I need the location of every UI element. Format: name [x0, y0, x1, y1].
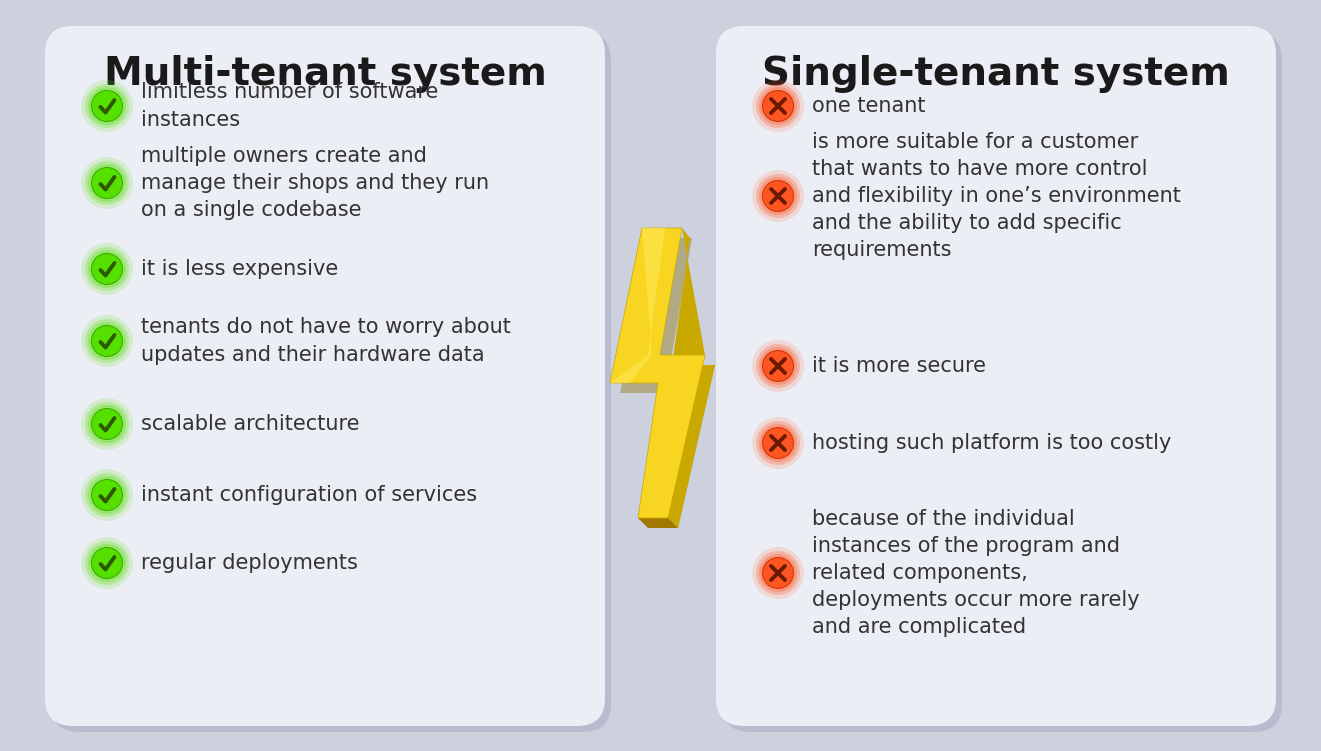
Circle shape	[762, 180, 794, 212]
Circle shape	[760, 177, 797, 215]
Circle shape	[85, 247, 129, 291]
Polygon shape	[610, 228, 664, 383]
Circle shape	[89, 322, 125, 360]
Circle shape	[764, 91, 793, 121]
Text: limitless number of software
instances: limitless number of software instances	[141, 83, 439, 130]
Circle shape	[81, 157, 133, 209]
Circle shape	[91, 325, 123, 357]
Circle shape	[764, 181, 793, 211]
Circle shape	[85, 473, 129, 517]
Circle shape	[89, 87, 125, 125]
Circle shape	[81, 469, 133, 521]
Text: instant configuration of services: instant configuration of services	[141, 485, 477, 505]
Circle shape	[764, 558, 793, 588]
Circle shape	[89, 250, 125, 288]
Circle shape	[752, 80, 804, 132]
Circle shape	[760, 87, 797, 125]
Circle shape	[92, 480, 122, 510]
Circle shape	[92, 254, 122, 284]
Circle shape	[89, 405, 125, 443]
Text: Multi-tenant system: Multi-tenant system	[103, 55, 547, 93]
Text: multiple owners create and
manage their shops and they run
on a single codebase: multiple owners create and manage their …	[141, 146, 489, 220]
Circle shape	[756, 84, 801, 128]
Circle shape	[89, 544, 125, 582]
Circle shape	[89, 476, 125, 514]
Circle shape	[89, 164, 125, 202]
Circle shape	[764, 351, 793, 381]
Circle shape	[85, 84, 129, 128]
Circle shape	[85, 541, 129, 585]
Circle shape	[756, 174, 801, 218]
Circle shape	[81, 398, 133, 450]
Circle shape	[764, 428, 793, 458]
Circle shape	[752, 547, 804, 599]
Circle shape	[756, 421, 801, 465]
Polygon shape	[610, 228, 705, 518]
Circle shape	[760, 424, 797, 462]
Text: it is less expensive: it is less expensive	[141, 259, 338, 279]
Circle shape	[81, 315, 133, 367]
Circle shape	[92, 409, 122, 439]
Circle shape	[92, 168, 122, 198]
Circle shape	[760, 554, 797, 592]
Text: hosting such platform is too costly: hosting such platform is too costly	[812, 433, 1172, 453]
Circle shape	[85, 319, 129, 363]
Circle shape	[81, 243, 133, 295]
FancyBboxPatch shape	[716, 26, 1276, 726]
Circle shape	[91, 253, 123, 285]
Circle shape	[762, 427, 794, 459]
Text: one tenant: one tenant	[812, 96, 926, 116]
Circle shape	[92, 326, 122, 356]
Circle shape	[762, 350, 794, 382]
FancyBboxPatch shape	[723, 32, 1281, 732]
Circle shape	[91, 90, 123, 122]
Text: scalable architecture: scalable architecture	[141, 414, 359, 434]
Circle shape	[91, 167, 123, 199]
Text: tenants do not have to worry about
updates and their hardware data: tenants do not have to worry about updat…	[141, 318, 511, 364]
Circle shape	[85, 402, 129, 446]
Text: because of the individual
instances of the program and
related components,
deplo: because of the individual instances of t…	[812, 508, 1140, 638]
Circle shape	[81, 80, 133, 132]
Circle shape	[762, 90, 794, 122]
Circle shape	[752, 170, 804, 222]
Polygon shape	[638, 518, 678, 528]
Circle shape	[762, 557, 794, 589]
Circle shape	[91, 547, 123, 579]
Circle shape	[760, 347, 797, 385]
Circle shape	[756, 344, 801, 388]
Text: Single-tenant system: Single-tenant system	[762, 55, 1230, 93]
Text: it is more secure: it is more secure	[812, 356, 985, 376]
Circle shape	[85, 161, 129, 205]
FancyBboxPatch shape	[45, 26, 605, 726]
Circle shape	[91, 479, 123, 511]
Circle shape	[756, 551, 801, 595]
Text: regular deployments: regular deployments	[141, 553, 358, 573]
FancyBboxPatch shape	[52, 32, 612, 732]
Polygon shape	[660, 228, 715, 528]
Circle shape	[752, 340, 804, 392]
Circle shape	[92, 91, 122, 121]
Text: is more suitable for a customer
that wants to have more control
and flexibility : is more suitable for a customer that wan…	[812, 131, 1181, 261]
Circle shape	[81, 537, 133, 589]
Polygon shape	[620, 238, 715, 528]
Circle shape	[92, 548, 122, 578]
Circle shape	[752, 417, 804, 469]
Circle shape	[91, 408, 123, 440]
